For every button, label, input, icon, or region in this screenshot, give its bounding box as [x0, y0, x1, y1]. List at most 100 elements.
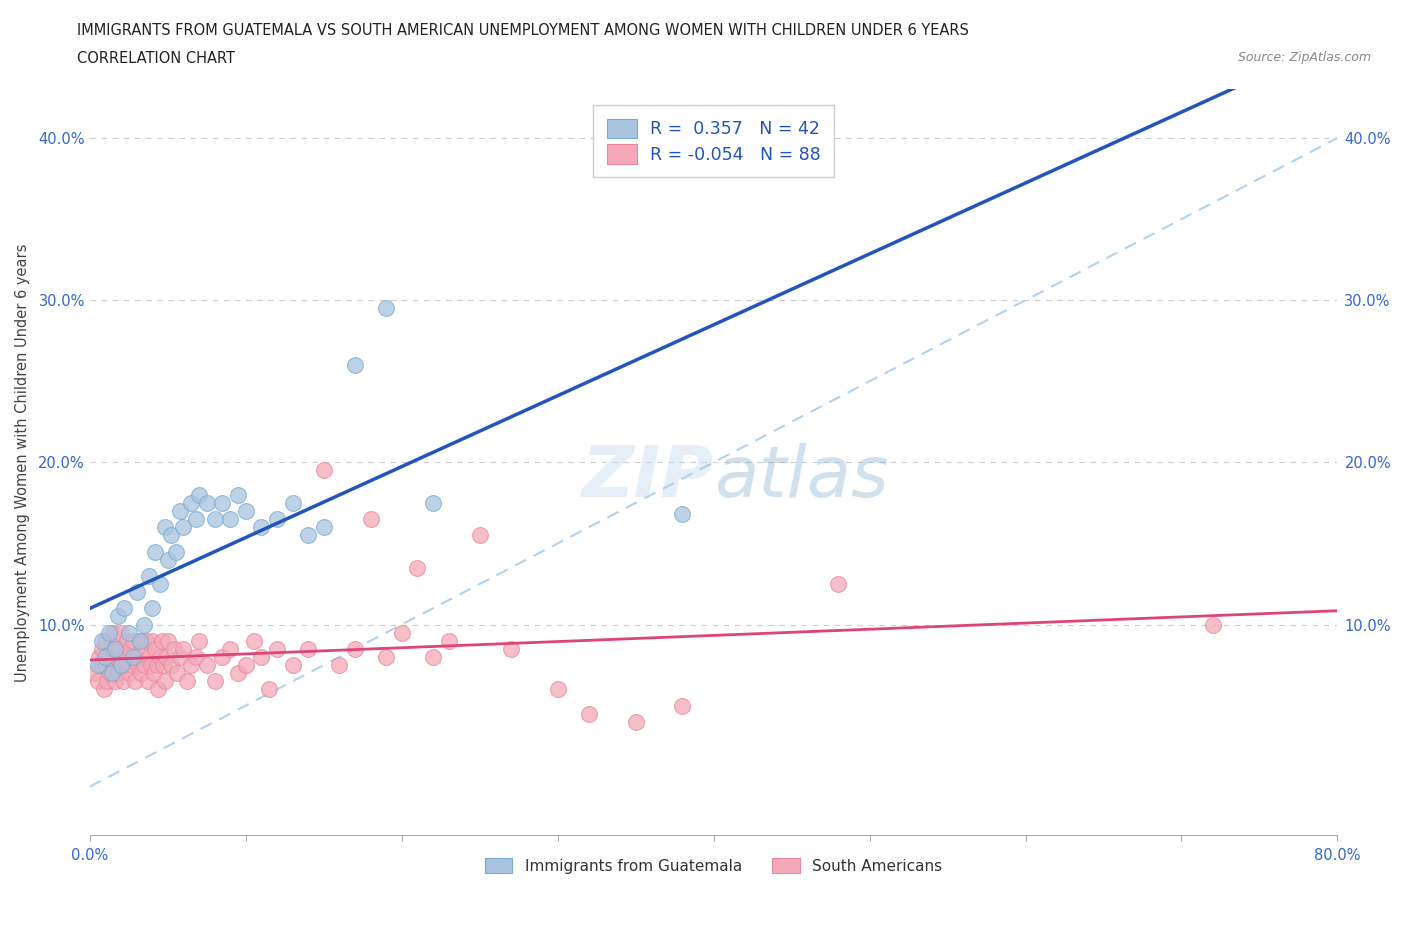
Point: [499, 642, 522, 657]
Point: [148, 682, 170, 697]
Point: [138, 568, 160, 583]
Point: [141, 601, 163, 616]
Point: [111, 674, 134, 689]
Point: [188, 487, 211, 502]
Point: [149, 649, 172, 664]
Point: [97, 625, 120, 640]
Point: [235, 658, 257, 672]
Point: [112, 649, 135, 664]
Point: [114, 658, 136, 672]
Point: [91, 633, 114, 648]
Point: [142, 666, 165, 681]
Point: [112, 601, 135, 616]
Point: [188, 633, 211, 648]
Point: [143, 544, 166, 559]
Point: [135, 633, 157, 648]
Point: [160, 528, 183, 543]
Point: [134, 658, 156, 672]
Text: Source: ZipAtlas.com: Source: ZipAtlas.com: [1237, 51, 1371, 64]
Point: [195, 496, 218, 511]
Point: [406, 560, 429, 575]
Point: [219, 512, 242, 526]
Point: [180, 496, 202, 511]
Point: [107, 666, 129, 681]
Point: [105, 649, 128, 664]
Point: [375, 649, 398, 664]
Point: [211, 649, 233, 664]
Point: [671, 698, 693, 713]
Point: [134, 618, 156, 632]
Point: [124, 674, 146, 689]
Point: [391, 625, 413, 640]
Point: [117, 633, 139, 648]
Point: [103, 658, 125, 672]
Point: [184, 512, 207, 526]
Point: [375, 301, 398, 316]
Point: [281, 658, 304, 672]
Point: [98, 666, 121, 681]
Point: [156, 633, 179, 648]
Point: [149, 577, 172, 591]
Point: [94, 633, 117, 648]
Point: [266, 512, 288, 526]
Point: [422, 496, 444, 511]
Point: [166, 666, 188, 681]
Point: [827, 577, 849, 591]
Text: ZIP: ZIP: [581, 443, 714, 512]
Point: [204, 674, 226, 689]
Point: [100, 666, 122, 681]
Point: [250, 520, 273, 535]
Point: [136, 674, 159, 689]
Point: [281, 496, 304, 511]
Point: [211, 496, 233, 511]
Point: [266, 642, 288, 657]
Point: [624, 714, 647, 729]
Point: [257, 682, 280, 697]
Point: [312, 463, 335, 478]
Point: [96, 674, 118, 689]
Point: [86, 658, 108, 672]
Point: [125, 585, 148, 600]
Point: [165, 544, 187, 559]
Point: [86, 674, 108, 689]
Point: [152, 658, 174, 672]
Point: [108, 642, 131, 657]
Point: [578, 706, 600, 721]
Point: [104, 642, 127, 657]
Point: [141, 633, 163, 648]
Point: [671, 507, 693, 522]
Point: [90, 658, 112, 672]
Point: [127, 658, 149, 672]
Point: [163, 642, 186, 657]
Text: atlas: atlas: [714, 443, 889, 512]
Point: [118, 625, 141, 640]
Point: [176, 674, 198, 689]
Point: [328, 658, 350, 672]
Point: [121, 658, 143, 672]
Point: [120, 642, 142, 657]
Point: [1201, 618, 1223, 632]
Point: [146, 658, 169, 672]
Point: [195, 658, 218, 672]
Point: [128, 633, 150, 648]
Point: [83, 666, 105, 681]
Point: [91, 642, 114, 657]
Point: [138, 649, 160, 664]
Point: [94, 649, 117, 664]
Point: [160, 658, 183, 672]
Text: IMMIGRANTS FROM GUATEMALA VS SOUTH AMERICAN UNEMPLOYMENT AMONG WOMEN WITH CHILDR: IMMIGRANTS FROM GUATEMALA VS SOUTH AMERI…: [77, 23, 969, 38]
Point: [128, 633, 150, 648]
Point: [169, 503, 191, 518]
Point: [219, 642, 242, 657]
Point: [153, 674, 176, 689]
Point: [122, 633, 145, 648]
Point: [100, 642, 122, 657]
Point: [547, 682, 569, 697]
Point: [235, 503, 257, 518]
Point: [204, 512, 226, 526]
Point: [89, 649, 111, 664]
Point: [226, 666, 249, 681]
Point: [118, 666, 141, 681]
Point: [122, 649, 145, 664]
Point: [172, 520, 194, 535]
